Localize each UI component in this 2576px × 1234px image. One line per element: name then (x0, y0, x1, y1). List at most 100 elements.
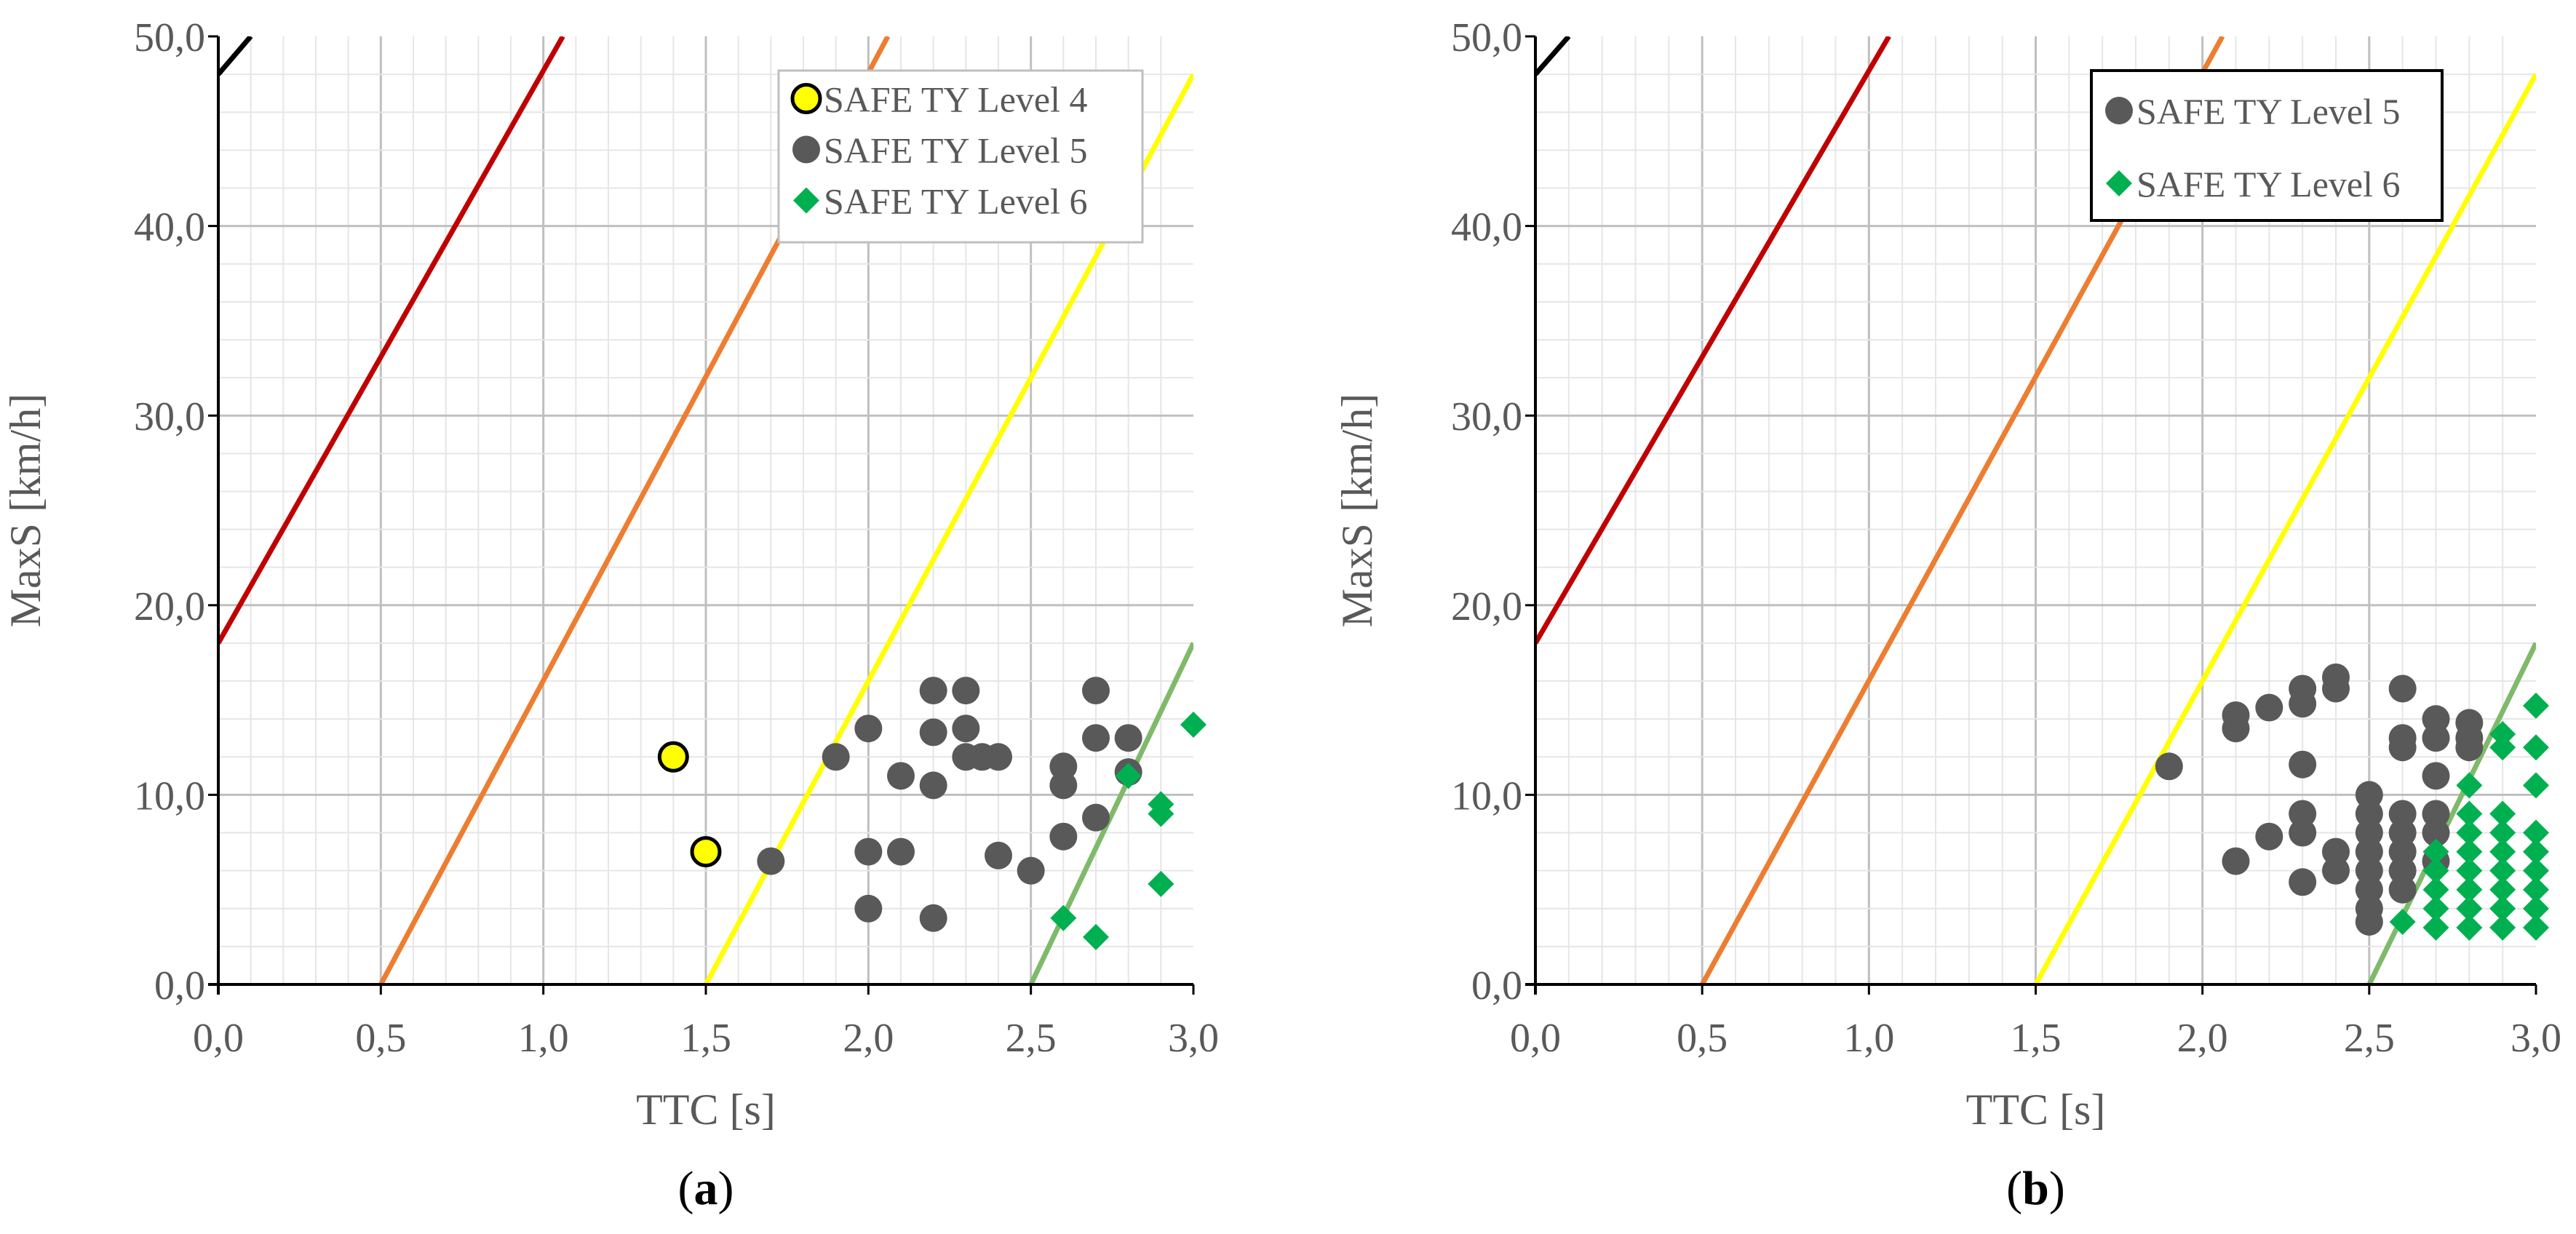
data-point (887, 837, 915, 866)
data-point (690, 836, 722, 868)
data-point (919, 677, 947, 705)
data-point (2422, 876, 2449, 903)
data-point (2456, 876, 2483, 903)
data-point (2456, 914, 2483, 941)
data-point (854, 714, 883, 743)
data-point (2388, 875, 2417, 904)
x-tick-label: 2,0 (2177, 1016, 2228, 1061)
data-point (1049, 752, 1078, 781)
legend-entry: SAFE TY Level 6 (824, 181, 1087, 222)
boundary-line (1535, 36, 1891, 645)
data-point (2289, 868, 2317, 896)
legend-marker (2106, 170, 2132, 196)
data-point (2222, 714, 2250, 743)
y-tick-label: 20,0 (134, 584, 205, 629)
y-tick-label: 40,0 (1451, 205, 1522, 250)
data-point (2355, 856, 2383, 885)
chart-panel-a: 0,0 10,0 20,0 30,0 40,0 50,0 0,0 0,5 1,0 1,5 2,0 2,… (1, 15, 1219, 1215)
data-point (1049, 822, 1078, 851)
legend-entry: SAFE TY Level 5 (824, 130, 1087, 171)
data-point (985, 841, 1012, 869)
caption-paren-open: ( (678, 1162, 694, 1215)
chart-panel-b: 0,0 10,0 20,0 30,0 40,0 50,0 0,0 0,5 1,0 1,5 2,0 2,… (1333, 15, 2561, 1215)
data-point (2523, 819, 2549, 846)
data-point (2489, 819, 2516, 846)
legend-entry: SAFE TY Level 6 (2136, 164, 2400, 204)
series-safe-ty-level-6 (1050, 711, 1206, 950)
caption-letter: a (694, 1162, 718, 1215)
data-point (2523, 857, 2549, 884)
data-point (2489, 857, 2516, 884)
data-point (2422, 914, 2449, 941)
series-safe-ty-level-4 (657, 741, 722, 868)
x-tick-label: 2,5 (1006, 1016, 1057, 1061)
data-point (2388, 837, 2417, 866)
data-point (2456, 895, 2483, 922)
data-point (2455, 733, 2484, 762)
data-point (2456, 838, 2483, 865)
data-point (2322, 837, 2350, 866)
data-point (2155, 752, 2183, 781)
data-point (822, 743, 850, 771)
x-tick-label: 2,0 (843, 1016, 894, 1061)
x-tick-label: 1,0 (1843, 1016, 1894, 1061)
legend: SAFE TY Level 4 SAFE TY Level 5 SAFE TY Le… (777, 69, 1144, 244)
data-point (952, 714, 980, 743)
data-point (2322, 674, 2350, 703)
data-point (1114, 724, 1142, 752)
data-point (2422, 800, 2450, 828)
legend-marker (793, 187, 819, 214)
data-point (2456, 857, 2483, 884)
legend-entry: SAFE TY Level 5 (2136, 91, 2400, 132)
data-point (2489, 876, 2516, 903)
data-point (985, 743, 1012, 771)
data-point (887, 762, 915, 790)
x-tick-label: 1,5 (680, 1016, 731, 1061)
data-point (2388, 674, 2417, 703)
data-point (2355, 837, 2383, 866)
data-point (2255, 693, 2283, 722)
data-point (2422, 705, 2450, 733)
data-point (1050, 904, 1077, 931)
data-point (919, 771, 947, 800)
data-point (2523, 876, 2549, 903)
x-tick-label: 3,0 (2511, 1016, 2561, 1061)
x-tick-label: 0,0 (1510, 1016, 1561, 1061)
data-point (2355, 875, 2383, 904)
data-point (1082, 803, 1110, 832)
y-tick-label: 10,0 (1451, 773, 1522, 819)
y-tick-label: 50,0 (134, 15, 205, 60)
data-point (2389, 909, 2416, 936)
x-tick-label: 2,5 (2344, 1016, 2395, 1061)
data-point (1083, 923, 1109, 950)
y-axis-title: MaxS [km/h] (1, 394, 49, 628)
data-point (2523, 914, 2549, 941)
y-tick-label: 0,0 (154, 963, 205, 1008)
caption-letter: b (2022, 1162, 2049, 1215)
series-safe-ty-level-6 (2389, 692, 2549, 941)
data-point (2456, 772, 2483, 799)
y-tick-label: 40,0 (134, 205, 205, 250)
y-tick-label: 50,0 (1451, 15, 1522, 60)
y-tick-label: 30,0 (1451, 394, 1522, 439)
data-point (2289, 819, 2317, 847)
boundary-line (218, 36, 253, 76)
caption-paren-open: ( (2006, 1162, 2022, 1215)
data-point (2456, 800, 2483, 827)
x-axis-title: TTC [s] (636, 1086, 776, 1134)
x-tick-label: 1,5 (2011, 1016, 2062, 1061)
x-tick-label: 1,0 (518, 1016, 569, 1061)
data-point (2355, 800, 2383, 828)
data-point (757, 847, 785, 875)
x-axis-title: TTC [s] (1966, 1086, 2106, 1134)
data-point (854, 837, 883, 866)
data-point (2322, 856, 2350, 885)
legend-box (2090, 69, 2444, 222)
data-point (2422, 895, 2449, 922)
panel-caption: (b) (2006, 1162, 2065, 1215)
y-tick-label: 0,0 (1471, 963, 1522, 1008)
data-point (2388, 800, 2417, 828)
data-point (1082, 724, 1110, 752)
data-point (2523, 734, 2549, 761)
